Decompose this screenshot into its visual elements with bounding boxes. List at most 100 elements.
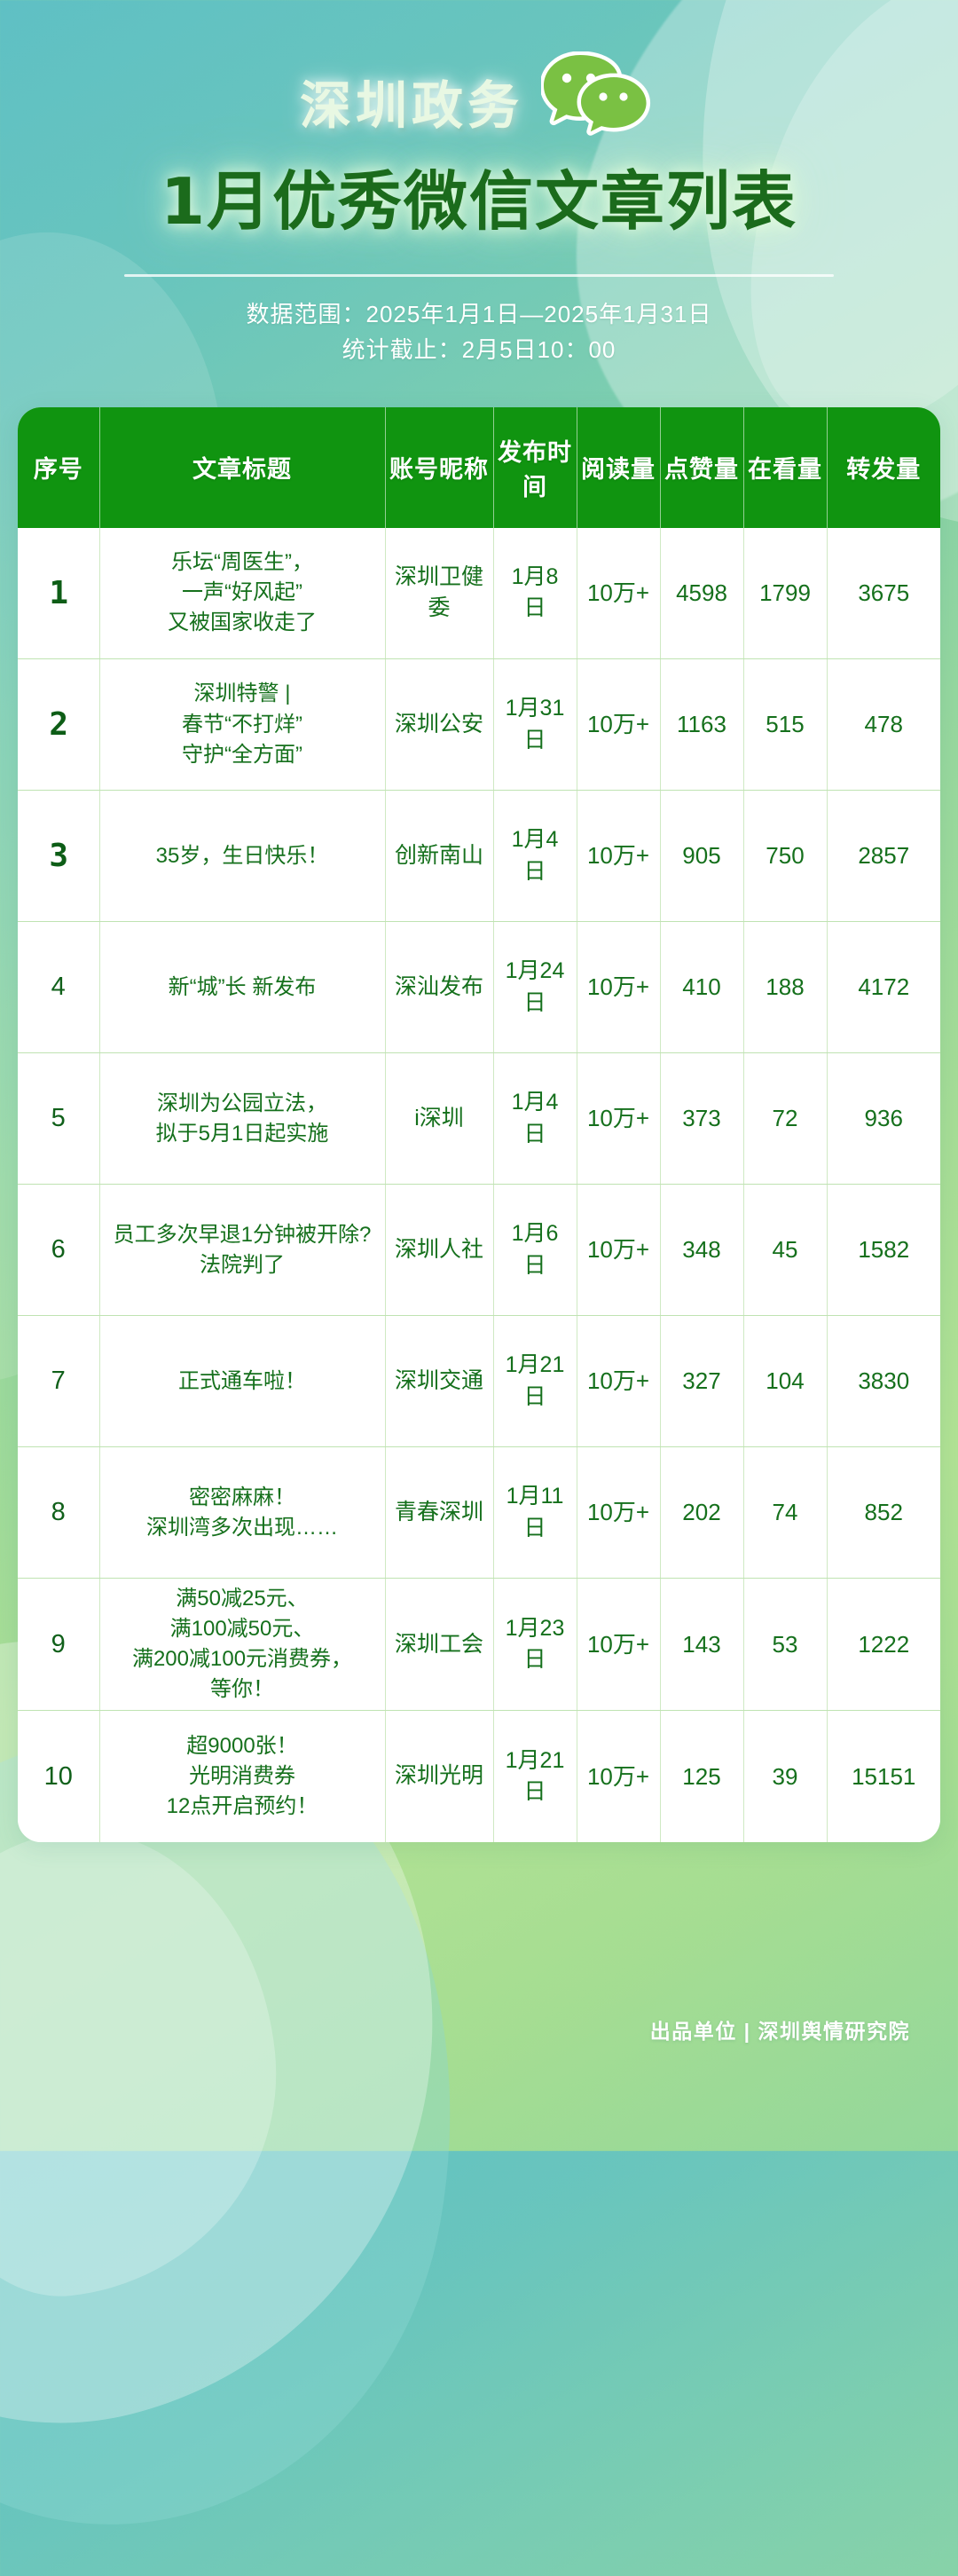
column-header-rank: 序号 <box>18 406 100 528</box>
cell-rank: 4 <box>18 921 100 1054</box>
cell-rank: 6 <box>18 1184 100 1317</box>
data-range-text: 数据范围：2025年1月1日—2025年1月31日 <box>246 301 712 327</box>
cell-article-title: 超9000张！ 光明消费券 12点开启预约！ <box>99 1710 386 1842</box>
cell-rank: 5 <box>18 1052 100 1186</box>
cell-publish-date: 1月23日 <box>493 1578 577 1712</box>
subtitle-block: 数据范围：2025年1月1日—2025年1月31日 统计截止：2月5日10：00 <box>0 296 958 368</box>
cell-article-title: 深圳特警 | 春节“不打烊” 守护“全方面” <box>99 658 386 792</box>
cell-share-count: 852 <box>827 1446 940 1579</box>
cell-like-count: 202 <box>660 1446 744 1579</box>
cell-publish-date: 1月11日 <box>493 1446 577 1579</box>
article-table: 序号 文章标题 账号昵称 发布时间 阅读量 点赞量 在看量 转发量 1 乐坛“周医… <box>18 406 940 1842</box>
cell-publish-date: 1月24日 <box>493 921 577 1054</box>
cell-publish-date: 1月31日 <box>493 658 577 792</box>
table-row[interactable]: 1 乐坛“周医生”， 一声“好风起” 又被国家收走了 深圳卫健委 1月8日 10万+ 4598… <box>18 527 940 660</box>
cell-article-title: 员工多次早退1分钟被开除? 法院判了 <box>99 1184 386 1317</box>
cell-publish-date: 1月21日 <box>493 1315 577 1448</box>
cell-article-title: 乐坛“周医生”， 一声“好风起” 又被国家收走了 <box>99 527 386 660</box>
table-row[interactable]: 3 35岁，生日快乐！ 创新南山 1月4日 10万+ 905 750 2857 <box>18 790 940 923</box>
table-header: 序号 文章标题 账号昵称 发布时间 阅读量 点赞量 在看量 转发量 <box>18 406 940 528</box>
cell-account-name: 深圳交通 <box>385 1315 494 1448</box>
cell-account-name: 深圳公安 <box>385 658 494 792</box>
brand-row: 深圳政务 <box>0 51 958 151</box>
cell-rank: 3 <box>18 790 100 923</box>
table-row[interactable]: 4 新“城”长 新发布 深汕发布 1月24日 10万+ 410 188 4172 <box>18 921 940 1054</box>
cell-article-title: 新“城”长 新发布 <box>99 921 386 1054</box>
cell-watching-count: 104 <box>743 1315 828 1448</box>
cell-article-title: 满50减25元、 满100减50元、 满200减100元消费券， 等你！ <box>99 1578 386 1712</box>
cell-like-count: 125 <box>660 1710 744 1842</box>
cell-account-name: 深圳卫健委 <box>385 527 494 660</box>
table-row[interactable]: 5 深圳为公园立法， 拟于5月1日起实施 i深圳 1月4日 10万+ 373 72 936 <box>18 1052 940 1186</box>
column-header-account: 账号昵称 <box>385 406 494 528</box>
cell-watching-count: 515 <box>743 658 828 792</box>
cell-read-count: 10万+ <box>577 658 661 792</box>
cell-publish-date: 1月8日 <box>493 527 577 660</box>
cell-read-count: 10万+ <box>577 1710 661 1842</box>
table-row[interactable]: 2 深圳特警 | 春节“不打烊” 守护“全方面” 深圳公安 1月31日 10万+ 1163 51… <box>18 658 940 792</box>
cell-rank: 2 <box>18 658 100 792</box>
cell-rank: 1 <box>18 527 100 660</box>
column-header-watching: 在看量 <box>743 406 828 528</box>
cell-like-count: 348 <box>660 1184 744 1317</box>
cell-like-count: 373 <box>660 1052 744 1186</box>
cell-rank: 9 <box>18 1578 100 1712</box>
poster-header: 深圳政务 1月优秀微信文章列表 数据范围：2025年1月1日—2025年1月31… <box>0 0 958 368</box>
cell-share-count: 1222 <box>827 1578 940 1712</box>
cell-account-name: 深圳工会 <box>385 1578 494 1712</box>
cell-like-count: 327 <box>660 1315 744 1448</box>
cell-watching-count: 74 <box>743 1446 828 1579</box>
table-header-row: 序号 文章标题 账号昵称 发布时间 阅读量 点赞量 在看量 转发量 <box>18 406 940 528</box>
cell-like-count: 905 <box>660 790 744 923</box>
cell-watching-count: 72 <box>743 1052 828 1186</box>
cell-like-count: 4598 <box>660 527 744 660</box>
cell-like-count: 143 <box>660 1578 744 1712</box>
cell-account-name: 深汕发布 <box>385 921 494 1054</box>
cell-rank: 10 <box>18 1710 100 1842</box>
cell-publish-date: 1月21日 <box>493 1710 577 1842</box>
cell-read-count: 10万+ <box>577 1184 661 1317</box>
brand-title: 深圳政务 <box>299 75 523 136</box>
header-divider <box>124 274 834 277</box>
table-row[interactable]: 9 满50减25元、 满100减50元、 满200减100元消费券， 等你！ 深圳工会 1月… <box>18 1578 940 1712</box>
cell-watching-count: 1799 <box>743 527 828 660</box>
cell-read-count: 10万+ <box>577 790 661 923</box>
cell-read-count: 10万+ <box>577 1446 661 1579</box>
column-header-date: 发布时间 <box>493 406 577 528</box>
column-header-shares: 转发量 <box>827 406 940 528</box>
table-row[interactable]: 6 员工多次早退1分钟被开除? 法院判了 深圳人社 1月6日 10万+ 348 45 1582 <box>18 1184 940 1317</box>
cell-read-count: 10万+ <box>577 527 661 660</box>
cell-rank: 7 <box>18 1315 100 1448</box>
article-table-card: 序号 文章标题 账号昵称 发布时间 阅读量 点赞量 在看量 转发量 1 乐坛“周医… <box>18 406 940 1842</box>
page-title: 1月优秀微信文章列表 <box>160 164 798 239</box>
cell-watching-count: 750 <box>743 790 828 923</box>
cell-publish-date: 1月4日 <box>493 790 577 923</box>
cutoff-time-text: 统计截止：2月5日10：00 <box>342 336 616 364</box>
cell-publish-date: 1月6日 <box>493 1184 577 1317</box>
cell-account-name: 青春深圳 <box>385 1446 494 1579</box>
cell-publish-date: 1月4日 <box>493 1052 577 1186</box>
cell-account-name: i深圳 <box>385 1052 494 1186</box>
cell-watching-count: 188 <box>743 921 828 1054</box>
column-header-likes: 点赞量 <box>660 406 744 528</box>
cell-watching-count: 39 <box>743 1710 828 1842</box>
column-header-reads: 阅读量 <box>577 406 661 528</box>
table-row[interactable]: 7 正式通车啦！ 深圳交通 1月21日 10万+ 327 104 3830 <box>18 1315 940 1448</box>
table-row[interactable]: 8 密密麻麻！ 深圳湾多次出现…… 青春深圳 1月11日 10万+ 202 74 852 <box>18 1446 940 1579</box>
cell-watching-count: 45 <box>743 1184 828 1317</box>
cell-article-title: 35岁，生日快乐！ <box>99 790 386 923</box>
table-row[interactable]: 10 超9000张！ 光明消费券 12点开启预约！ 深圳光明 1月21日 10万+ 125 39… <box>18 1710 940 1842</box>
cell-share-count: 936 <box>827 1052 940 1186</box>
cell-like-count: 1163 <box>660 658 744 792</box>
cell-read-count: 10万+ <box>577 1315 661 1448</box>
table-body: 1 乐坛“周医生”， 一声“好风起” 又被国家收走了 深圳卫健委 1月8日 10万+ 4598… <box>18 527 940 1842</box>
cell-rank: 8 <box>18 1446 100 1579</box>
cell-account-name: 深圳光明 <box>385 1710 494 1842</box>
cell-read-count: 10万+ <box>577 921 661 1054</box>
cell-account-name: 创新南山 <box>385 790 494 923</box>
footer-credit: 出品单位 | 深圳舆情研究院 <box>649 2020 910 2043</box>
cell-share-count: 3830 <box>827 1315 940 1448</box>
column-header-title: 文章标题 <box>99 406 386 528</box>
cell-article-title: 正式通车啦！ <box>99 1315 386 1448</box>
cell-like-count: 410 <box>660 921 744 1054</box>
